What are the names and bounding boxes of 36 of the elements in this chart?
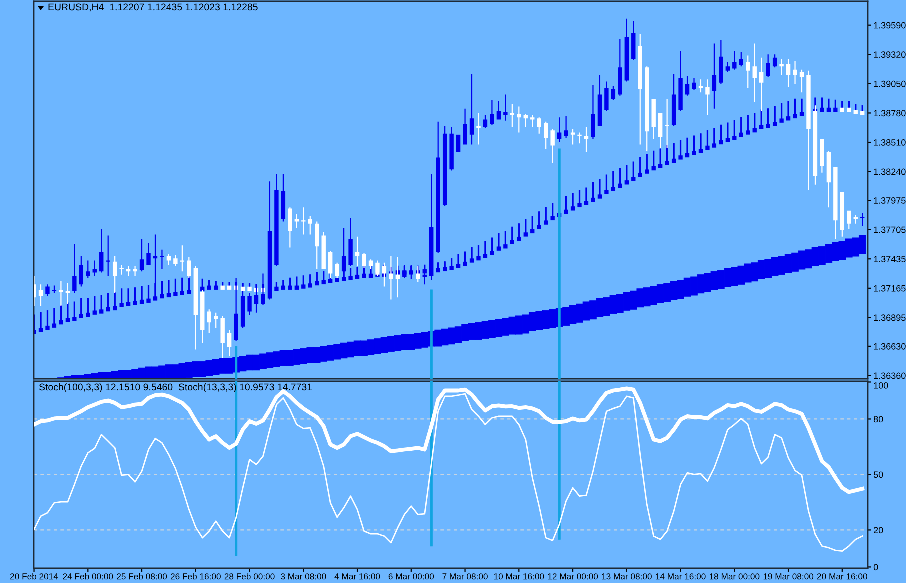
- x-tick-label: 7 Mar 08:00: [442, 574, 488, 580]
- y-tick-label: 1.37705: [874, 226, 906, 234]
- x-tick-label: 12 Mar 00:00: [548, 574, 598, 580]
- chart-title: EURUSD,H4 1.12207 1.12435 1.12023 1.12285: [48, 4, 258, 12]
- y-tick-label: 1.39590: [874, 22, 906, 29]
- x-tick-label: 18 Mar 00:00: [710, 574, 760, 580]
- x-tick-label: 19 Mar 08:00: [764, 574, 814, 580]
- x-tick-label: 24 Feb 00:00: [63, 573, 114, 580]
- x-tick-label: 20 Feb 2014: [10, 573, 58, 580]
- y-tick-label: 1.36895: [874, 314, 906, 322]
- y-tick-label: 100: [874, 382, 888, 389]
- y-tick-label: 1.37435: [874, 256, 906, 262]
- x-tick-label: 26 Feb 16:00: [170, 573, 221, 580]
- y-tick-label: 1.38780: [874, 110, 906, 117]
- y-tick-label: 80: [874, 416, 884, 423]
- y-tick-label: 50: [874, 472, 884, 478]
- y-tick-label: 1.39050: [874, 80, 906, 88]
- y-tick-label: 1.36630: [874, 343, 906, 350]
- x-tick-label: 28 Feb 00:00: [224, 573, 275, 580]
- x-tick-label: 4 Mar 16:00: [334, 574, 380, 580]
- x-tick-label: 13 Mar 08:00: [602, 574, 652, 580]
- y-tick-label: 0: [874, 564, 878, 571]
- x-tick-label: 10 Mar 16:00: [494, 574, 544, 580]
- y-tick-label: 1.37165: [874, 285, 906, 292]
- y-tick-label: 1.38510: [874, 139, 906, 146]
- y-tick-label: 1.36360: [874, 372, 906, 380]
- y-tick-label: 20: [874, 527, 884, 534]
- y-tick-label: 1.37975: [874, 198, 906, 204]
- chart-title: Stoch(100,3,3) 12.1510 9.5460 Stoch(13,3,3) 10.9573 14.7731: [39, 384, 312, 393]
- x-tick-label: 3 Mar 08:00: [281, 574, 326, 580]
- x-tick-label: 20 Mar 16:00: [817, 574, 868, 580]
- x-tick-label: 25 Feb 08:00: [117, 573, 168, 580]
- y-tick-label: 1.38240: [874, 168, 906, 176]
- y-tick-label: 1.39320: [874, 52, 906, 58]
- x-tick-label: 14 Mar 16:00: [656, 574, 706, 580]
- x-tick-label: 6 Mar 00:00: [388, 574, 434, 580]
